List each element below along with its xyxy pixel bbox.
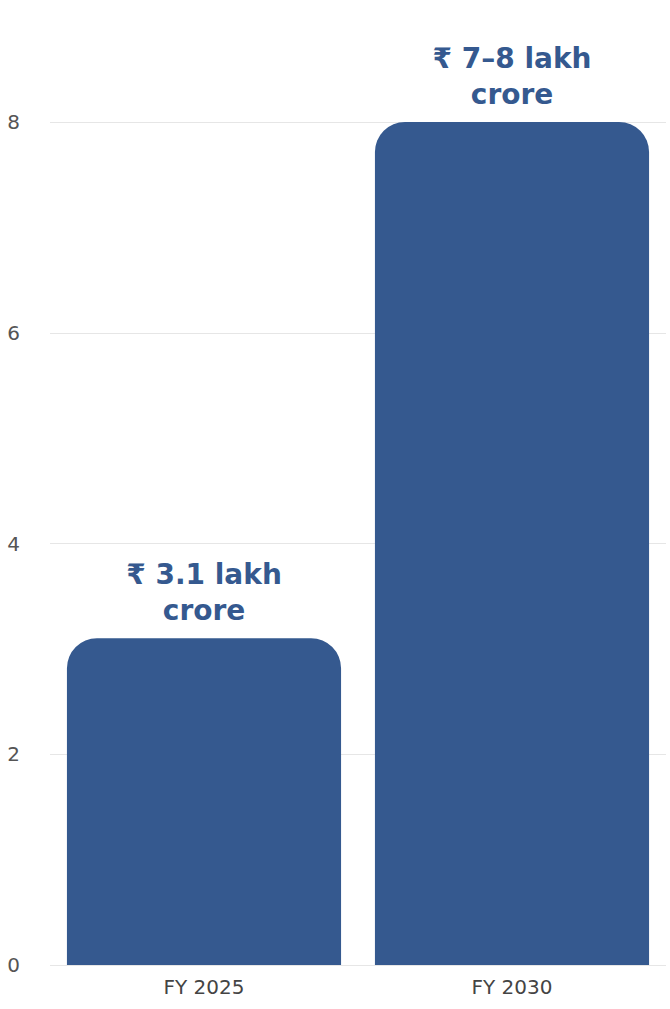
- svg-text:FY 2030: FY 2030: [472, 975, 553, 999]
- svg-text:2: 2: [7, 742, 20, 766]
- svg-text:₹ 7–8 lakh: ₹ 7–8 lakh: [433, 42, 592, 75]
- svg-text:4: 4: [7, 532, 20, 556]
- svg-text:6: 6: [7, 321, 20, 345]
- svg-text:crore: crore: [471, 78, 553, 111]
- svg-text:FY 2025: FY 2025: [164, 975, 245, 999]
- svg-text:crore: crore: [163, 594, 245, 627]
- svg-text:0: 0: [7, 953, 20, 977]
- svg-text:8: 8: [7, 110, 20, 134]
- svg-text:₹ 3.1 lakh: ₹ 3.1 lakh: [126, 558, 282, 591]
